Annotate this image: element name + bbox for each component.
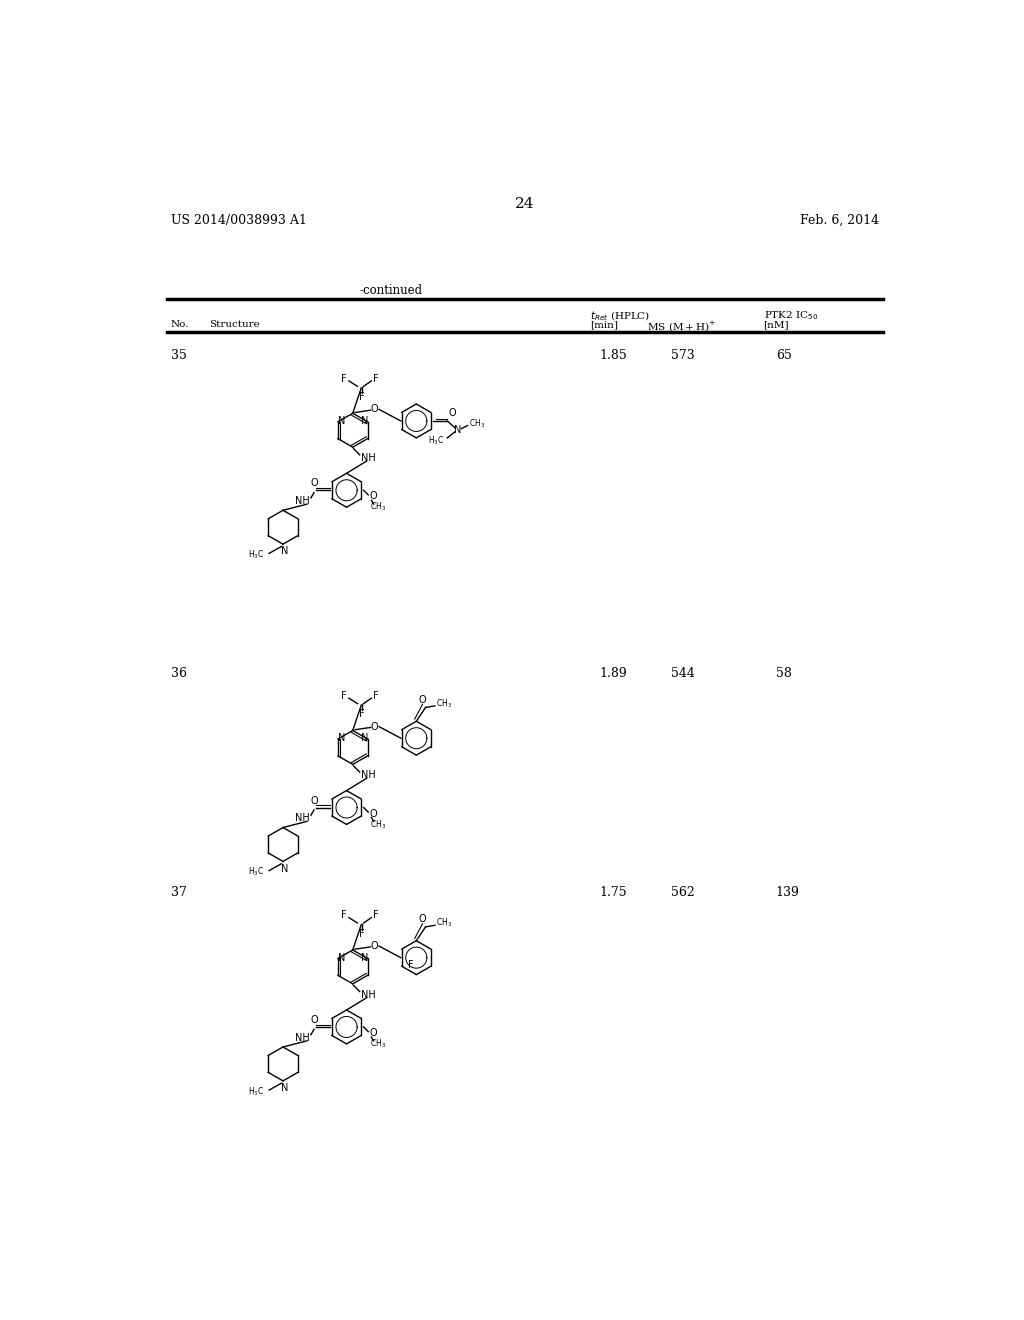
Text: 24: 24 <box>515 197 535 211</box>
Text: F: F <box>359 392 365 403</box>
Text: NH: NH <box>360 770 375 780</box>
Text: F: F <box>359 929 365 939</box>
Text: 65: 65 <box>776 350 792 363</box>
Text: US 2014/0038993 A1: US 2014/0038993 A1 <box>171 214 306 227</box>
Text: O: O <box>419 694 426 705</box>
Text: H$_3$C: H$_3$C <box>248 549 264 561</box>
Text: F: F <box>373 911 379 920</box>
Text: F: F <box>341 690 346 701</box>
Text: F: F <box>373 374 379 384</box>
Text: N: N <box>338 733 345 743</box>
Text: O: O <box>369 491 377 502</box>
Text: O: O <box>371 722 378 731</box>
Text: [min]: [min] <box>590 321 617 329</box>
Text: 573: 573 <box>671 350 694 363</box>
Text: 562: 562 <box>671 886 694 899</box>
Text: O: O <box>310 1015 317 1026</box>
Text: O: O <box>371 404 378 414</box>
Text: F: F <box>341 374 346 384</box>
Text: O: O <box>310 478 317 488</box>
Text: O: O <box>369 809 377 818</box>
Text: -continued: -continued <box>360 284 423 297</box>
Text: CH$_3$: CH$_3$ <box>370 818 386 830</box>
Text: H$_3$C: H$_3$C <box>428 434 444 447</box>
Text: F: F <box>408 960 414 970</box>
Text: 1.89: 1.89 <box>599 667 627 680</box>
Text: PTK2 IC$_{50}$: PTK2 IC$_{50}$ <box>764 309 818 322</box>
Text: $t_{Ret}$ (HPLC): $t_{Ret}$ (HPLC) <box>590 309 650 323</box>
Text: Feb. 6, 2014: Feb. 6, 2014 <box>800 214 879 227</box>
Text: O: O <box>449 408 457 418</box>
Text: 544: 544 <box>671 667 694 680</box>
Text: NH: NH <box>295 496 309 506</box>
Text: MS (M + H)$^{+}$: MS (M + H)$^{+}$ <box>647 321 717 334</box>
Text: N: N <box>360 953 368 962</box>
Text: 1.85: 1.85 <box>599 350 627 363</box>
Text: N: N <box>281 863 288 874</box>
Text: CH$_3$: CH$_3$ <box>469 418 485 430</box>
Text: O: O <box>369 1028 377 1038</box>
Text: CH$_3$: CH$_3$ <box>370 502 386 513</box>
Text: N: N <box>338 416 345 426</box>
Text: NH: NH <box>295 1032 309 1043</box>
Text: O: O <box>371 941 378 952</box>
Text: CH$_3$: CH$_3$ <box>370 1038 386 1051</box>
Text: 139: 139 <box>776 886 800 899</box>
Text: F: F <box>359 709 365 719</box>
Text: N: N <box>455 425 462 436</box>
Text: 37: 37 <box>171 886 186 899</box>
Text: NH: NH <box>360 990 375 999</box>
Text: N: N <box>360 733 368 743</box>
Text: 35: 35 <box>171 350 186 363</box>
Text: CH$_3$: CH$_3$ <box>436 917 453 929</box>
Text: N: N <box>281 1084 288 1093</box>
Text: Structure: Structure <box>209 321 260 329</box>
Text: [nM]: [nM] <box>764 321 790 329</box>
Text: O: O <box>310 796 317 805</box>
Text: H$_3$C: H$_3$C <box>248 1085 264 1098</box>
Text: NH: NH <box>295 813 309 824</box>
Text: N: N <box>281 546 288 557</box>
Text: F: F <box>373 690 379 701</box>
Text: F: F <box>341 911 346 920</box>
Text: O: O <box>419 915 426 924</box>
Text: H$_3$C: H$_3$C <box>248 866 264 878</box>
Text: N: N <box>338 953 345 962</box>
Text: 58: 58 <box>776 667 792 680</box>
Text: No.: No. <box>171 321 189 329</box>
Text: N: N <box>360 416 368 426</box>
Text: 1.75: 1.75 <box>599 886 627 899</box>
Text: 36: 36 <box>171 667 186 680</box>
Text: NH: NH <box>360 453 375 463</box>
Text: CH$_3$: CH$_3$ <box>436 697 453 710</box>
